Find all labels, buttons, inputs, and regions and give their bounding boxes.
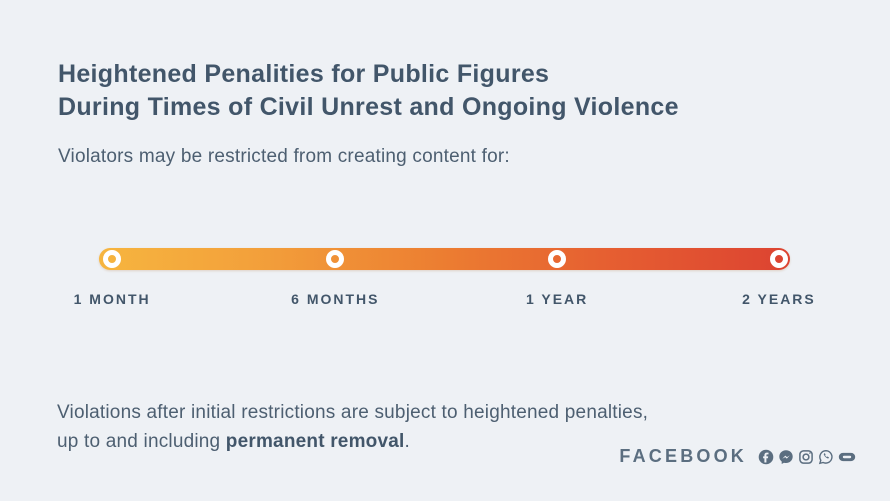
note-line-1: Violations after initial restrictions ar… (57, 402, 649, 423)
timeline-marker-1-year (548, 250, 567, 268)
footer-brand-row: FACEBOOK (619, 446, 856, 467)
tick-label-2-years: 2 YEARS (742, 291, 816, 307)
tick-label-1-month: 1 MONTH (73, 291, 151, 307)
title-line-2: During Times of Civil Unrest and Ongoing… (58, 93, 679, 121)
tick-label-1-year: 1 YEAR (525, 291, 589, 307)
header: Heightened Penalities for Public Figures… (58, 58, 679, 168)
gradient-scale-bar (99, 248, 790, 270)
page-title: Heightened Penalities for Public Figures… (58, 58, 679, 124)
facebook-icon (758, 449, 774, 465)
timeline-marker-6-months (326, 250, 345, 268)
note-permanent-removal: permanent removal (225, 430, 405, 452)
restriction-duration-timeline: 1 MONTH 6 MONTHS 1 YEAR 2 YEARS (74, 248, 814, 307)
oculus-icon (838, 449, 856, 465)
note-line-2-prefix: up to and including (57, 430, 226, 452)
instagram-icon (798, 449, 814, 465)
whatsapp-icon (818, 449, 834, 465)
messenger-icon (778, 449, 794, 465)
timeline-marker-2-years (769, 250, 788, 268)
note-line-2-suffix: . (404, 430, 410, 452)
note-line-2: up to and including permanent removal. (57, 428, 648, 457)
penalties-note: Violations after initial restrictions ar… (57, 399, 648, 456)
subtitle: Violators may be restricted from creatin… (58, 146, 510, 167)
timeline-marker-1-month (103, 250, 122, 268)
tick-label-6-months: 6 MONTHS (291, 291, 380, 307)
facebook-wordmark: FACEBOOK (619, 446, 747, 466)
title-line-1: Heightened Penalities for Public Figures (58, 60, 550, 88)
family-of-apps-icons (758, 449, 856, 465)
